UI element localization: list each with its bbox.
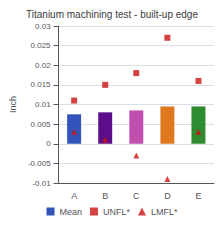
- svg-text:0.02: 0.02: [35, 61, 51, 70]
- svg-text:0.015: 0.015: [31, 80, 52, 89]
- svg-text:Inch: Inch: [8, 96, 18, 113]
- svg-text:0.03: 0.03: [35, 22, 51, 31]
- svg-text:B: B: [102, 191, 108, 201]
- svg-text:0.005: 0.005: [31, 120, 52, 129]
- svg-text:LMFL*: LMFL*: [151, 207, 178, 217]
- svg-text:0.025: 0.025: [31, 41, 52, 50]
- svg-text:E: E: [195, 191, 201, 201]
- svg-text:C: C: [133, 191, 140, 201]
- svg-text:Titanium machining test - buil: Titanium machining test - built-up edge: [26, 9, 198, 20]
- svg-text:0: 0: [46, 139, 51, 148]
- svg-text:D: D: [164, 191, 171, 201]
- svg-text:-0.005: -0.005: [28, 159, 51, 168]
- svg-text:UNFL*: UNFL*: [103, 207, 131, 217]
- svg-text:Mean: Mean: [59, 207, 82, 217]
- svg-text:-0.01: -0.01: [32, 179, 51, 188]
- svg-text:0.01: 0.01: [35, 100, 51, 109]
- svg-text:A: A: [71, 191, 77, 201]
